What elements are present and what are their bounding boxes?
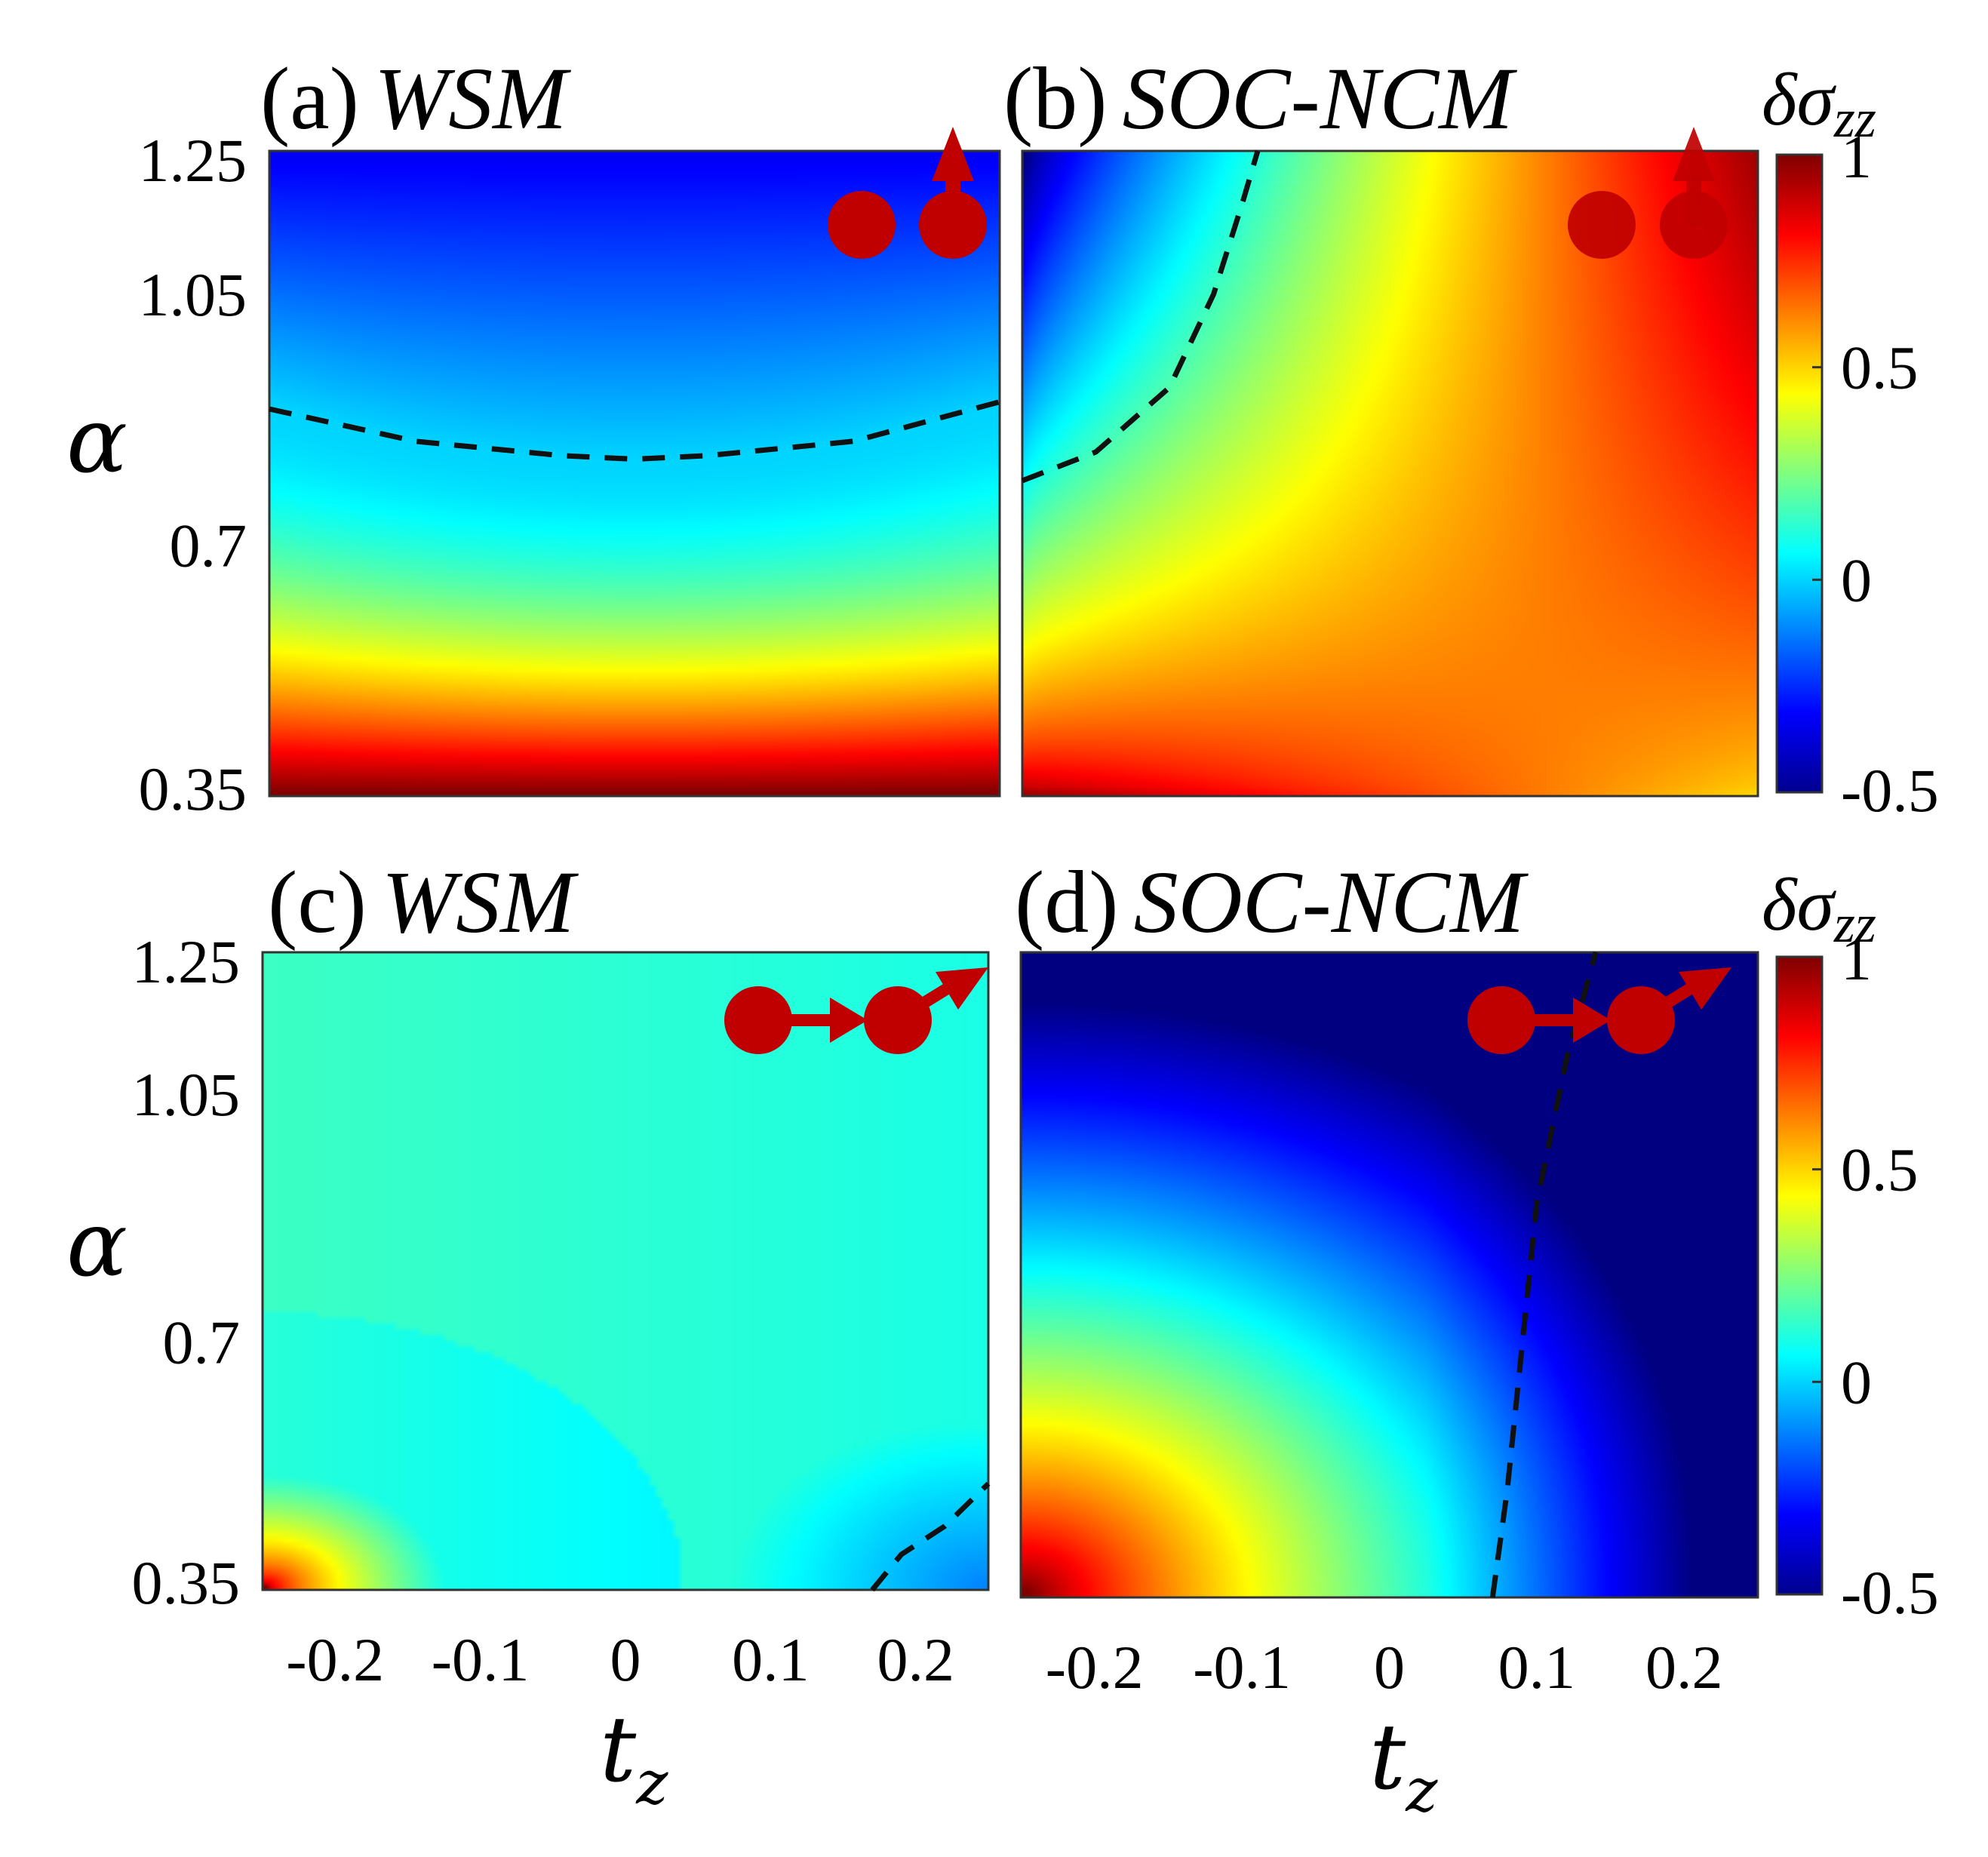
panel-c-magnetization-icon [724, 967, 988, 1054]
colorbar-bottom: δσzz 1 0.5 0 -0.5 [1762, 862, 1939, 1627]
panel-a-heatmap [269, 151, 1000, 796]
colorbar-tick-label: 0 [1841, 1348, 1872, 1416]
panel-c-spin-arrow-head [936, 967, 988, 1010]
colorbar-top: δσzz 1 0.5 0 -0.5 [1762, 57, 1939, 825]
panel-c-ylabel: α [66, 1192, 128, 1297]
panel-d-x-tick-label: 0 [1374, 1633, 1405, 1702]
colorbar-tick-label: -0.5 [1841, 756, 1939, 825]
panel-c-x-tick-label: -0.2 [286, 1625, 384, 1694]
panel-c-y-tick-label: 1.05 [132, 1060, 241, 1129]
colorbar-tick-label: 1 [1841, 122, 1872, 191]
panel-a-spin-arrow-head [932, 127, 974, 181]
panel-a-spin-arrow-shaft [945, 174, 960, 226]
panel-c-y-tick-label: 0.35 [132, 1548, 241, 1617]
panel-c-x-ticks: -0.2 -0.1 0 0.1 0.2 [286, 1625, 954, 1694]
panel-b: (b) SOC-NCM [1003, 49, 1759, 798]
panel-a: (a) WSM 0.35 0.7 1.05 1.25 α [66, 49, 1001, 823]
panel-a-atom-left [828, 191, 896, 259]
panel-c-atom-right [864, 986, 932, 1054]
panel-c-bond-arrow-head [830, 998, 868, 1043]
panel-d-spin-arrow-head [1679, 967, 1731, 1010]
panel-c-y-tick-label: 0.7 [163, 1308, 241, 1376]
panel-b-heatmap [1022, 151, 1758, 796]
panel-c-x-tick-label: 0 [610, 1625, 641, 1694]
panel-b-spin-arrow-head [1673, 127, 1715, 181]
panel-c-atom-left [724, 986, 792, 1054]
panel-c-x-tick-label: 0.2 [877, 1625, 955, 1694]
colorbar-tick-label: 0 [1841, 546, 1872, 614]
panel-a-magnetization-icon [828, 127, 987, 259]
panel-c-title: (c) WSM [268, 853, 579, 952]
panel-d-frame [1019, 951, 1759, 1599]
panel-d-xlabel: tz [1369, 1705, 1438, 1825]
panel-a-y-tick-label: 0.35 [139, 755, 247, 823]
panel-d-magnetization-icon [1467, 967, 1731, 1054]
panel-d-bond-arrow-head [1573, 998, 1611, 1043]
panel-d-heatmap [1021, 952, 1758, 1597]
colorbar-tick-label: 0.5 [1841, 1136, 1919, 1204]
panel-c-x-tick-label: -0.1 [432, 1625, 530, 1694]
colorbar-bottom-title: δσzz [1762, 862, 1876, 954]
panel-c-y-ticks: 0.35 0.7 1.05 1.25 [132, 927, 241, 1617]
panel-a-y-tick-label: 1.25 [139, 126, 247, 195]
panel-d-x-tick-label: -0.2 [1046, 1633, 1144, 1702]
panel-d-x-tick-label: 0.1 [1498, 1633, 1576, 1702]
colorbar-tick-label: 1 [1841, 924, 1872, 993]
colorbar-tick-label: 0.5 [1841, 334, 1919, 402]
panel-a-ylabel: α [66, 389, 128, 493]
panel-b-frame [1021, 149, 1759, 798]
colorbar-top-bar [1775, 153, 1824, 794]
panel-a-y-tick-label: 0.7 [170, 512, 247, 580]
panel-d-title: (d) SOC-NCM [1015, 853, 1529, 952]
panel-d-x-tick-label: -0.1 [1193, 1633, 1291, 1702]
panel-b-title: (b) SOC-NCM [1003, 49, 1517, 148]
panel-c-y-tick-label: 1.25 [132, 927, 241, 996]
panel-d-zero-contour [1489, 952, 1599, 1598]
panel-d-atom-left [1467, 986, 1535, 1054]
panel-a-frame [268, 149, 1001, 798]
panel-b-magnetization-icon [1568, 127, 1728, 259]
panel-a-title: (a) WSM [260, 49, 571, 148]
panel-d-x-tick-label: 0.2 [1645, 1633, 1723, 1702]
panel-c-x-tick-label: 0.1 [732, 1625, 810, 1694]
colorbar-top-title: δσzz [1762, 57, 1876, 149]
panel-b-zero-contour [1021, 150, 1261, 484]
colorbar-tick-label: -0.5 [1841, 1558, 1939, 1627]
panel-b-atom-left [1568, 191, 1636, 259]
panel-a-y-ticks: 0.35 0.7 1.05 1.25 [139, 126, 247, 823]
panel-d-x-ticks: -0.2 -0.1 0 0.1 0.2 [1046, 1633, 1723, 1702]
panel-b-spin-arrow-shaft [1686, 174, 1701, 226]
panel-c: (c) WSM 0.35 0.7 1.05 1.25 -0.2 -0.1 0 0.1 0.2 α… [66, 853, 991, 1818]
panel-c-zero-contour [870, 1481, 991, 1592]
panel-c-xlabel: tz [600, 1698, 668, 1818]
panel-d-atom-right [1607, 986, 1675, 1054]
panel-a-y-tick-label: 1.05 [139, 260, 247, 329]
panel-c-heatmap [263, 952, 988, 1590]
colorbar-top-ticks: 1 0.5 0 -0.5 [1812, 122, 1939, 825]
colorbar-bottom-ticks: 1 0.5 0 -0.5 [1812, 924, 1939, 1627]
panel-c-frame [261, 951, 990, 1591]
panel-d: (d) SOC-NCM -0.2 -0.1 0 0.1 0.2 tz [1015, 853, 1759, 1825]
colorbar-bottom-bar [1775, 955, 1824, 1596]
